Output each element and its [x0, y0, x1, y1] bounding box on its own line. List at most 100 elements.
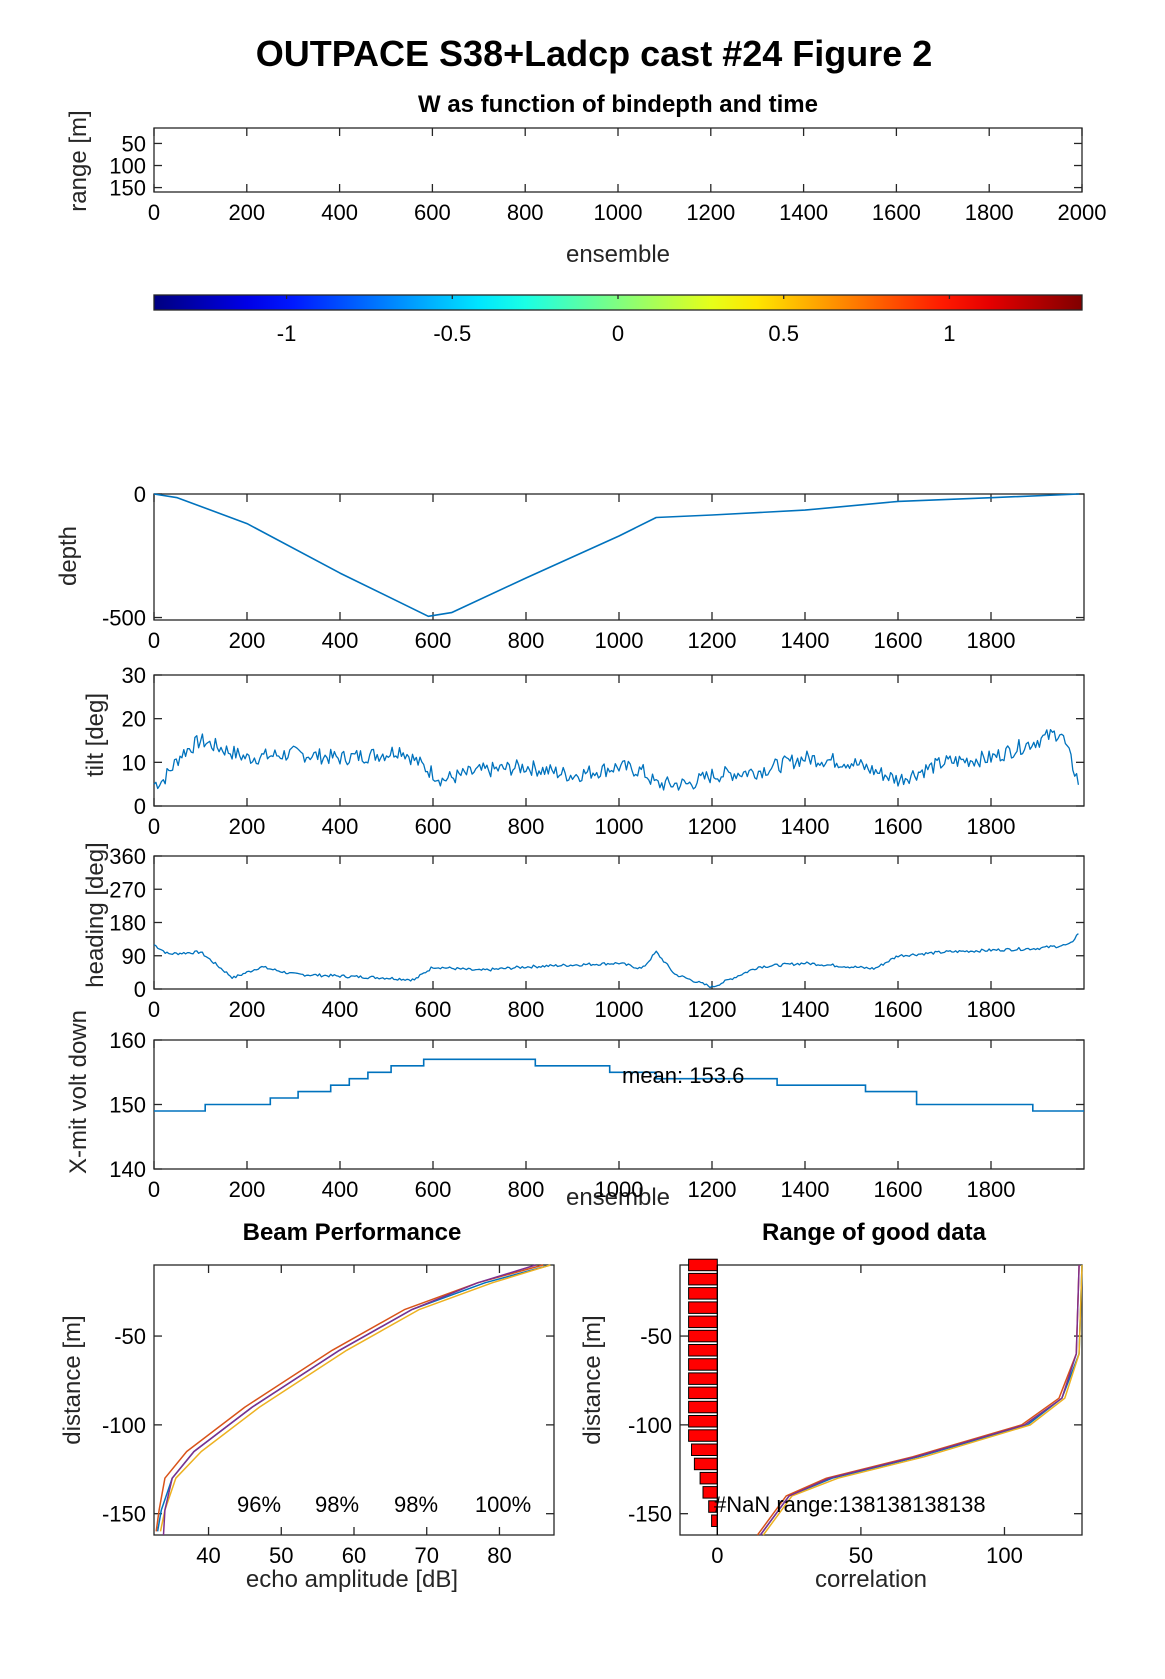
beam-series-line-3	[159, 1264, 551, 1532]
tilt-ytick-label-1: 10	[122, 750, 146, 775]
tilt-xtick-label-4: 800	[508, 814, 545, 839]
range-bar-9	[688, 1386, 718, 1400]
xmit-xtick-label-3: 600	[415, 1177, 452, 1202]
heatmap-xtick-label-6: 1200	[686, 200, 735, 225]
range-title: Range of good data	[762, 1219, 987, 1246]
range-bar-6	[688, 1344, 718, 1357]
xmit-xlabel: ensemble	[566, 1184, 670, 1211]
tilt-ytick-label-0: 0	[134, 794, 146, 819]
beam-pct-1: 96%	[237, 1492, 281, 1517]
tilt-xtick-label-7: 1400	[781, 814, 830, 839]
heatmap-ylabel: range [m]	[65, 110, 92, 211]
tilt-ylabel: tilt [deg]	[82, 693, 109, 777]
xmit-xtick-label-2: 400	[322, 1177, 359, 1202]
heading-ytick-label-0: 0	[134, 977, 146, 1002]
range-xtick-label-0: 0	[711, 1543, 723, 1568]
colorbar-tick-label-4: 1	[943, 321, 955, 346]
heatmap-xtick-label-10: 2000	[1058, 200, 1107, 225]
range-bar-5	[688, 1329, 718, 1343]
xmit-xtick-label-0: 0	[148, 1177, 160, 1202]
heading-xtick-label-2: 400	[322, 997, 359, 1022]
depth-xtick-label-0: 0	[148, 628, 160, 653]
heading-series-line	[153, 933, 1079, 989]
beam-xtick-label-1: 50	[269, 1543, 293, 1568]
xmit-mean-annotation: mean: 153.6	[622, 1063, 744, 1088]
colorbar: -1 -0.5 0 0.5 1	[153, 294, 1083, 346]
heatmap-ytick-label-2: 150	[109, 176, 146, 201]
xmit-ytick-label-2: 160	[109, 1028, 146, 1053]
tilt-series-line	[153, 728, 1080, 791]
colorbar-tick-label-0: -1	[277, 321, 297, 346]
range-bar-15	[699, 1471, 718, 1485]
tilt-xtick-label-6: 1200	[688, 814, 737, 839]
depth-ylabel: depth	[55, 526, 82, 586]
tilt-xtick-label-1: 200	[229, 814, 266, 839]
xmit-xtick-label-8: 1600	[874, 1177, 923, 1202]
depth-ytick-label-0: 0	[134, 482, 146, 507]
xmit-ytick-label-0: 140	[109, 1157, 146, 1182]
heatmap-xtick-label-4: 800	[507, 200, 544, 225]
range-good-data-panel: Range of good data correlation distance …	[579, 1219, 1083, 1593]
range-xtick-label-1: 50	[849, 1543, 873, 1568]
depth-plot-area	[153, 493, 1085, 621]
colorbar-tick-label-3: 0.5	[768, 321, 799, 346]
beam-xlabel: echo amplitude [dB]	[246, 1566, 458, 1593]
range-bar-7	[688, 1358, 718, 1371]
beam-xtick-label-3: 70	[414, 1543, 438, 1568]
heading-ytick-label-2: 180	[109, 911, 146, 936]
heatmap-ytick-label-1: 100	[109, 154, 146, 179]
range-ylabel: distance [m]	[579, 1315, 606, 1444]
range-bar-8	[688, 1372, 718, 1385]
tilt-ytick-label-2: 20	[122, 707, 146, 732]
range-bar-0	[688, 1258, 718, 1272]
tilt-xtick-label-5: 1000	[595, 814, 644, 839]
range-bar-11	[688, 1415, 718, 1428]
xmit-xtick-label-5: 1000	[595, 1177, 644, 1202]
heading-xtick-label-7: 1400	[781, 997, 830, 1022]
xmit-ytick-label-1: 150	[109, 1093, 146, 1118]
beam-ylabel: distance [m]	[59, 1315, 86, 1444]
tilt-xtick-label-0: 0	[148, 814, 160, 839]
range-bar-10	[688, 1400, 718, 1414]
beam-xtick-label-2: 60	[342, 1543, 366, 1568]
beam-plot-area	[153, 1264, 555, 1536]
depth-xtick-label-7: 1400	[781, 628, 830, 653]
depth-panel: depth 0 200 400 600 800 1000 1200 1400 1600 1800 0…	[55, 482, 1085, 653]
beam-xtick-label-4: 80	[487, 1543, 511, 1568]
tilt-xtick-label-3: 600	[415, 814, 452, 839]
heatmap-xtick-label-7: 1400	[779, 200, 828, 225]
range-bar-2	[688, 1287, 718, 1300]
xmit-ylabel: X-mit volt down	[65, 1010, 92, 1174]
colorbar-tick-label-2: 0	[612, 321, 624, 346]
heading-xtick-label-3: 600	[415, 997, 452, 1022]
xmit-series-line	[154, 1058, 1084, 1112]
heading-ytick-label-4: 360	[109, 844, 146, 869]
heading-ytick-label-3: 270	[109, 877, 146, 902]
depth-xtick-label-9: 1800	[967, 628, 1016, 653]
range-series-line-4	[759, 1264, 1080, 1536]
depth-xtick-label-6: 1200	[688, 628, 737, 653]
range-bar-3	[688, 1301, 718, 1314]
range-bar-12	[688, 1429, 718, 1442]
range-xlabel: correlation	[815, 1566, 927, 1593]
heading-xtick-label-5: 1000	[595, 997, 644, 1022]
depth-xtick-label-4: 800	[508, 628, 545, 653]
xmit-xtick-label-9: 1800	[967, 1177, 1016, 1202]
tilt-xtick-label-8: 1600	[874, 814, 923, 839]
heading-xtick-label-0: 0	[148, 997, 160, 1022]
heatmap-xtick-label-2: 400	[321, 200, 358, 225]
beam-xtick-label-0: 40	[196, 1543, 220, 1568]
beam-performance-panel: Beam Performance echo amplitude [dB] dis…	[59, 1219, 555, 1593]
range-ytick-label-0: -50	[640, 1324, 672, 1349]
beam-series-line-4	[162, 1264, 537, 1536]
range-ytick-label-2: -150	[628, 1502, 672, 1527]
heading-xtick-label-8: 1600	[874, 997, 923, 1022]
beam-pct-2: 98%	[315, 1492, 359, 1517]
heading-xtick-label-4: 800	[508, 997, 545, 1022]
figure-title: OUTPACE S38+Ladcp cast #24 Figure 2	[256, 33, 933, 74]
heading-plot-area	[153, 855, 1085, 990]
depth-series-line	[153, 493, 1080, 618]
depth-xtick-label-8: 1600	[874, 628, 923, 653]
heatmap-xtick-label-8: 1600	[872, 200, 921, 225]
